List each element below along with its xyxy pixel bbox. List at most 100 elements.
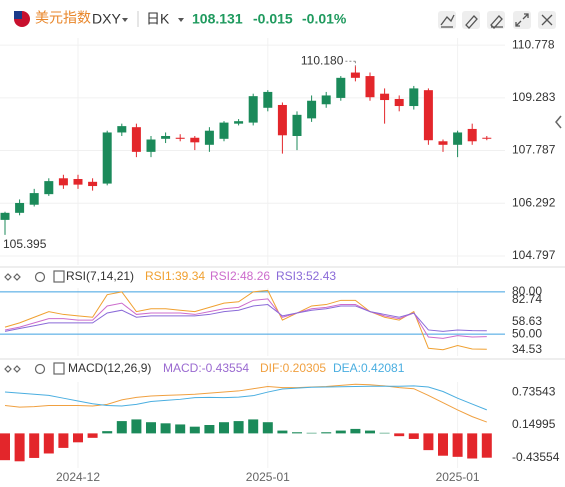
legend-entry: DEA:0.42081 (333, 361, 405, 375)
candle-body (117, 126, 127, 133)
max-label: 110.180 (301, 53, 344, 67)
candle-body (204, 130, 214, 145)
histogram-bar (438, 433, 448, 456)
pane-box (53, 362, 65, 375)
histogram-bar (87, 433, 98, 438)
y-tick-label: -0.43554 (512, 450, 560, 464)
candle-body (453, 132, 463, 145)
histogram-bar (189, 426, 200, 434)
expand-icon (515, 13, 529, 27)
series-line (4, 383, 487, 423)
candle-body (277, 104, 287, 136)
y-tick-label: 106.292 (512, 195, 556, 209)
legend-entry: MACD:-0.43554 (163, 361, 249, 375)
y-tick-label: 109.283 (512, 90, 556, 104)
histogram-bar (321, 432, 332, 434)
y-tick-label: 0.73543 (512, 384, 556, 398)
candle-body (438, 141, 448, 145)
candle-body (423, 90, 433, 141)
tool-icon (440, 14, 455, 28)
header: 美元指数 DXY 日K 108.131 -0.015 -0.01% (14, 10, 562, 129)
legend-entry: RSI3:52.43 (276, 269, 336, 283)
histogram-bar (408, 433, 419, 439)
price: 108.131 (192, 11, 243, 27)
histogram-bar (452, 433, 463, 457)
candle-body (409, 88, 419, 107)
histogram-bar (262, 422, 273, 434)
y-tick-label: 80.00 (512, 284, 542, 298)
candle-body (44, 181, 54, 195)
settings-icon[interactable] (34, 271, 46, 283)
candle-body (131, 127, 141, 152)
candle-body (161, 135, 171, 139)
flag-canton (14, 11, 22, 19)
candle-body (15, 202, 25, 213)
candle-body (467, 128, 477, 142)
candle-body (263, 91, 273, 108)
x-tick-label: 2025-01 (246, 470, 290, 484)
close-icon (541, 14, 553, 26)
candle-body (175, 137, 185, 139)
histogram-bar (160, 423, 171, 434)
settings-icon[interactable] (34, 363, 46, 375)
series-line (4, 304, 487, 332)
histogram-bar (131, 419, 142, 434)
candle-body (73, 178, 83, 185)
pane-icons (4, 270, 65, 375)
y-tick-label: 50.00 (512, 326, 542, 340)
x-tick-label: 2025-01 (436, 470, 480, 484)
candle-body (29, 193, 39, 205)
change: -0.015 (253, 11, 293, 27)
candle-body (0, 212, 10, 220)
legend-entry: DIF:0.20305 (260, 361, 326, 375)
index-name: 美元指数 (35, 10, 91, 26)
y-tick-label: 110.778 (512, 37, 555, 51)
histogram-bar (0, 433, 10, 461)
period[interactable]: 日K (146, 11, 170, 27)
histogram-bar (233, 421, 244, 434)
histogram-bar (379, 432, 390, 434)
visibility-icon[interactable] (4, 365, 21, 373)
y-tick-label: 0.14995 (512, 417, 556, 431)
histogram-bar (43, 433, 54, 454)
candle-body (394, 98, 404, 107)
x-tick-label: 2024-12 (56, 470, 100, 484)
change-pct: -0.01% (302, 11, 347, 27)
candle-body (321, 95, 331, 105)
histogram-bar (292, 432, 302, 434)
tool-button[interactable] (438, 11, 456, 29)
macd-title: MACD(12,26,9) (68, 361, 151, 375)
histogram-bar (394, 433, 405, 437)
legend-entry: RSI2:48.26 (210, 269, 270, 283)
candle-body (336, 77, 346, 98)
candle-body (350, 72, 360, 78)
candle-body (380, 93, 390, 101)
collapse-arrow[interactable] (555, 115, 562, 129)
histogram-bar (248, 419, 259, 434)
histogram-bar (481, 433, 492, 458)
candle-body (102, 132, 112, 184)
eraser-icon (490, 15, 503, 29)
histogram-bar (73, 433, 83, 443)
histogram-bar (14, 433, 25, 462)
candle-body (307, 100, 317, 119)
histogram-bar (219, 422, 229, 434)
candle-body (190, 137, 200, 143)
histogram-bar (467, 433, 478, 459)
y-tick-label: 34.53 (512, 342, 542, 356)
pane-box (53, 270, 65, 283)
visibility-icon[interactable] (4, 273, 21, 281)
histogram-bar (146, 422, 156, 434)
candle-body (248, 96, 258, 123)
legend-entry: RSI1:39.34 (145, 269, 205, 283)
candle-body (219, 122, 229, 139)
candle-body (88, 181, 98, 187)
candle-body (234, 121, 244, 124)
symbol[interactable]: DXY (92, 11, 121, 27)
histogram-bar (277, 430, 288, 434)
dropdown-icon (178, 18, 184, 22)
histogram-bar (29, 433, 40, 458)
candle-body (292, 114, 302, 136)
candle-body (482, 137, 492, 139)
